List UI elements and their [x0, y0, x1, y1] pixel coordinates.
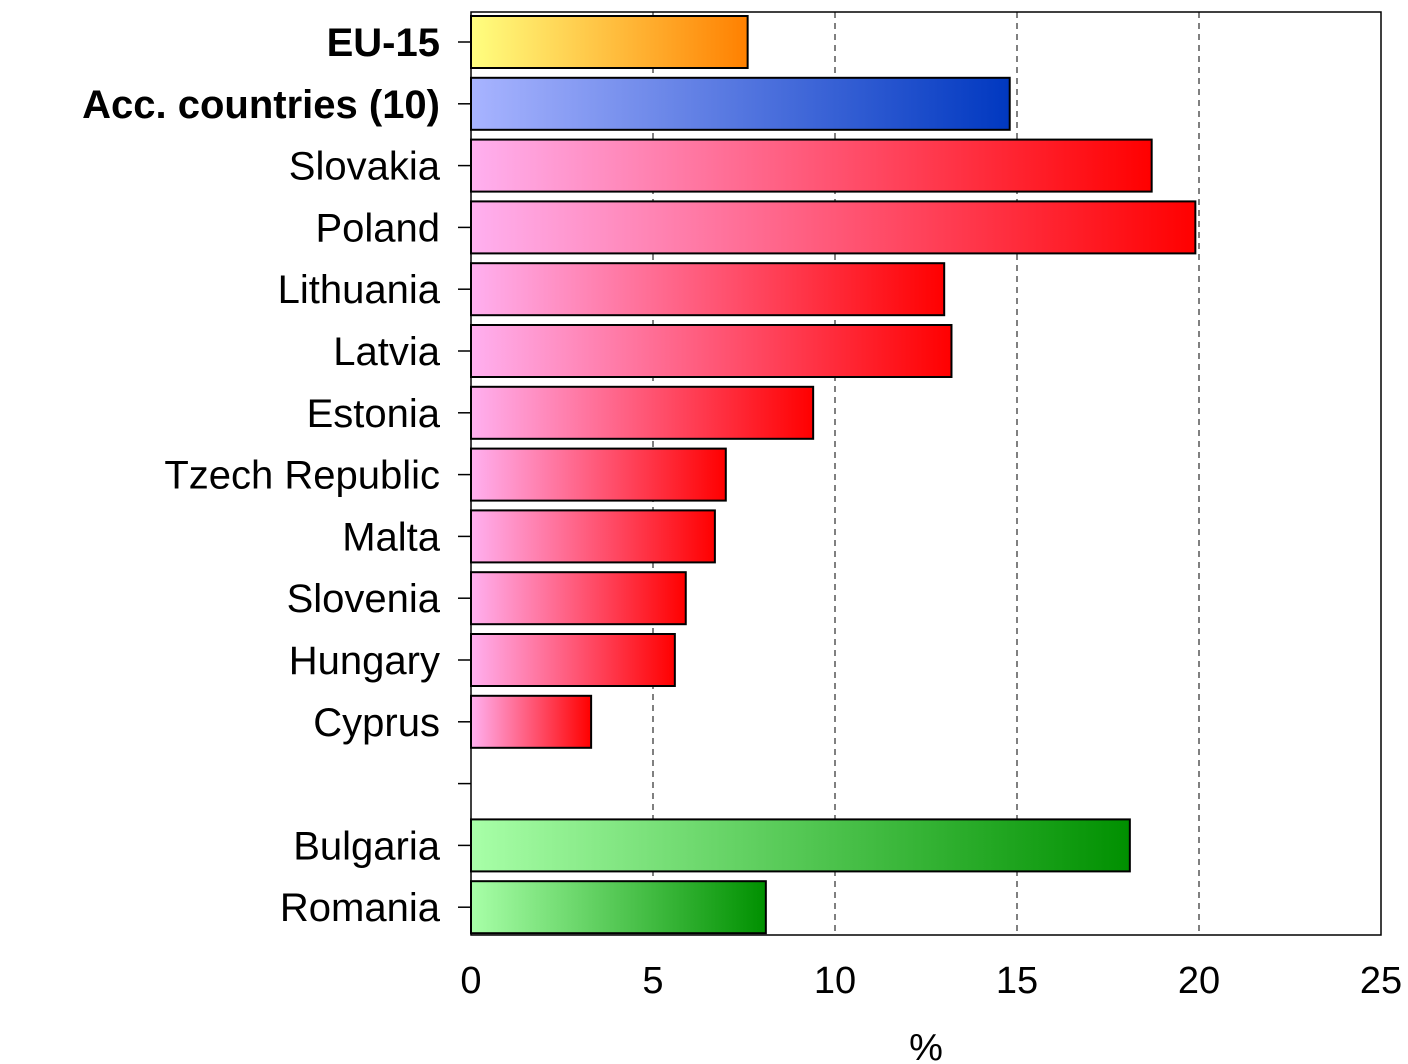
category-label: Romania [280, 886, 441, 930]
category-label: EU-15 [327, 21, 440, 65]
x-tick-label: 10 [814, 960, 856, 1002]
x-tick-label: 25 [1360, 960, 1402, 1002]
bar [470, 633, 676, 687]
bar [470, 571, 687, 626]
category-label: Hungary [289, 639, 440, 683]
category-label: Bulgaria [293, 824, 441, 868]
plot-frame [470, 11, 1382, 936]
category-label: Latvia [333, 330, 440, 374]
bar [470, 200, 1197, 255]
x-tick-label: 0 [460, 960, 481, 1002]
bar [470, 324, 953, 378]
bar [470, 262, 946, 317]
bar [470, 818, 1131, 873]
x-tick-label: 15 [996, 960, 1038, 1002]
category-label: Poland [315, 206, 440, 250]
bar [470, 509, 716, 564]
category-label: Slovenia [287, 577, 441, 621]
bar [470, 15, 749, 69]
category-label: Acc. countries (10) [82, 83, 440, 127]
x-tick-labels: 0 5 10 15 20 25 [460, 960, 1402, 1002]
category-label: Slovakia [289, 145, 441, 189]
bar [470, 447, 727, 502]
category-labels: EU-15 Acc. countries (10) Slovakia Poland Li… [82, 21, 441, 930]
category-label: Lithuania [278, 268, 441, 312]
category-label: Malta [342, 515, 441, 559]
x-tick-label: 5 [642, 960, 663, 1002]
bar [470, 76, 1011, 131]
category-label: Estonia [307, 392, 441, 436]
bar [470, 880, 767, 935]
x-tick-label: 20 [1178, 960, 1220, 1002]
bar [470, 694, 593, 749]
bars [470, 15, 1197, 935]
category-label: Tzech Republic [164, 454, 440, 498]
bar [470, 138, 1153, 193]
category-label: Cyprus [313, 701, 440, 745]
bar [470, 385, 815, 440]
y-ticks [458, 41, 471, 908]
x-axis-title: % [909, 1027, 943, 1064]
